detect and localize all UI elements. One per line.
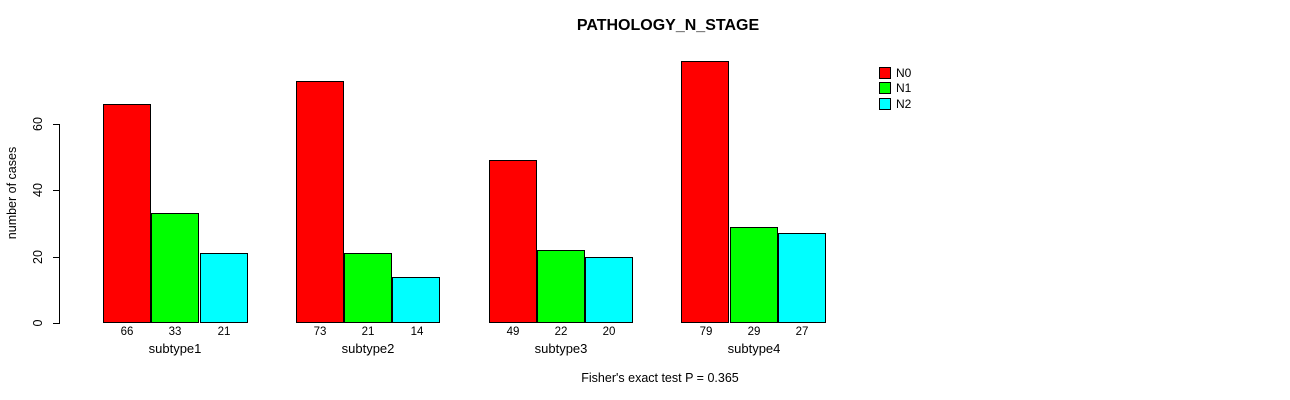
- bar-value-label: 73: [313, 326, 327, 338]
- y-tick-label: 40: [31, 183, 45, 198]
- y-tick-mark: [53, 123, 59, 125]
- bar-N1-subtype3: [537, 250, 585, 323]
- legend-item-N2: N2: [879, 96, 911, 112]
- bar-value-label: 27: [795, 326, 809, 338]
- annotation-text: Fisher's exact test P = 0.365: [581, 371, 739, 385]
- legend-label: N2: [896, 96, 912, 111]
- bar-N2-subtype1: [200, 253, 248, 323]
- y-tick-label: 0: [31, 319, 45, 327]
- legend-swatch-icon: [879, 66, 891, 79]
- bar-value-label: 21: [361, 326, 375, 338]
- legend-swatch-icon: [879, 82, 891, 95]
- bar-value-label: 22: [554, 326, 568, 338]
- bar-value-label: 29: [747, 326, 761, 338]
- category-label-subtype1: subtype1: [148, 341, 202, 356]
- legend-label: N0: [896, 65, 912, 80]
- bar-value-label: 66: [120, 326, 134, 338]
- y-tick-mark: [53, 256, 59, 258]
- chart-title: PATHOLOGY_N_STAGE: [576, 17, 760, 34]
- bar-N0-subtype1: [103, 104, 151, 323]
- bar-N2-subtype3: [585, 257, 633, 323]
- bar-N1-subtype4: [730, 227, 778, 323]
- y-axis-label: number of cases: [5, 146, 19, 240]
- bar-N2-subtype4: [778, 233, 826, 323]
- category-label-subtype2: subtype2: [341, 341, 395, 356]
- legend-swatch-icon: [879, 97, 891, 110]
- bar-N0-subtype2: [296, 81, 344, 323]
- bar-value-label: 14: [410, 326, 424, 338]
- y-tick-mark: [53, 190, 59, 192]
- y-tick-label: 20: [31, 249, 45, 264]
- legend-label: N1: [896, 81, 912, 96]
- y-axis-line: [59, 123, 60, 324]
- bar-N2-subtype2: [392, 277, 440, 323]
- bar-value-label: 79: [699, 326, 713, 338]
- bar-N1-subtype1: [151, 213, 199, 323]
- legend-item-N1: N1: [879, 81, 911, 97]
- legend: N0 N1 N2: [879, 65, 911, 112]
- category-label-subtype4: subtype4: [727, 341, 781, 356]
- bar-N1-subtype2: [344, 253, 392, 323]
- bar-value-label: 21: [217, 326, 231, 338]
- bar-value-label: 49: [506, 326, 520, 338]
- legend-item-N0: N0: [879, 65, 911, 81]
- bar-N0-subtype3: [489, 160, 537, 323]
- bar-value-label: 33: [168, 326, 182, 338]
- category-label-subtype3: subtype3: [534, 341, 588, 356]
- bar-value-label: 20: [602, 326, 616, 338]
- bar-N0-subtype4: [681, 61, 729, 323]
- y-tick-label: 60: [31, 116, 45, 131]
- y-tick-mark: [53, 323, 59, 324]
